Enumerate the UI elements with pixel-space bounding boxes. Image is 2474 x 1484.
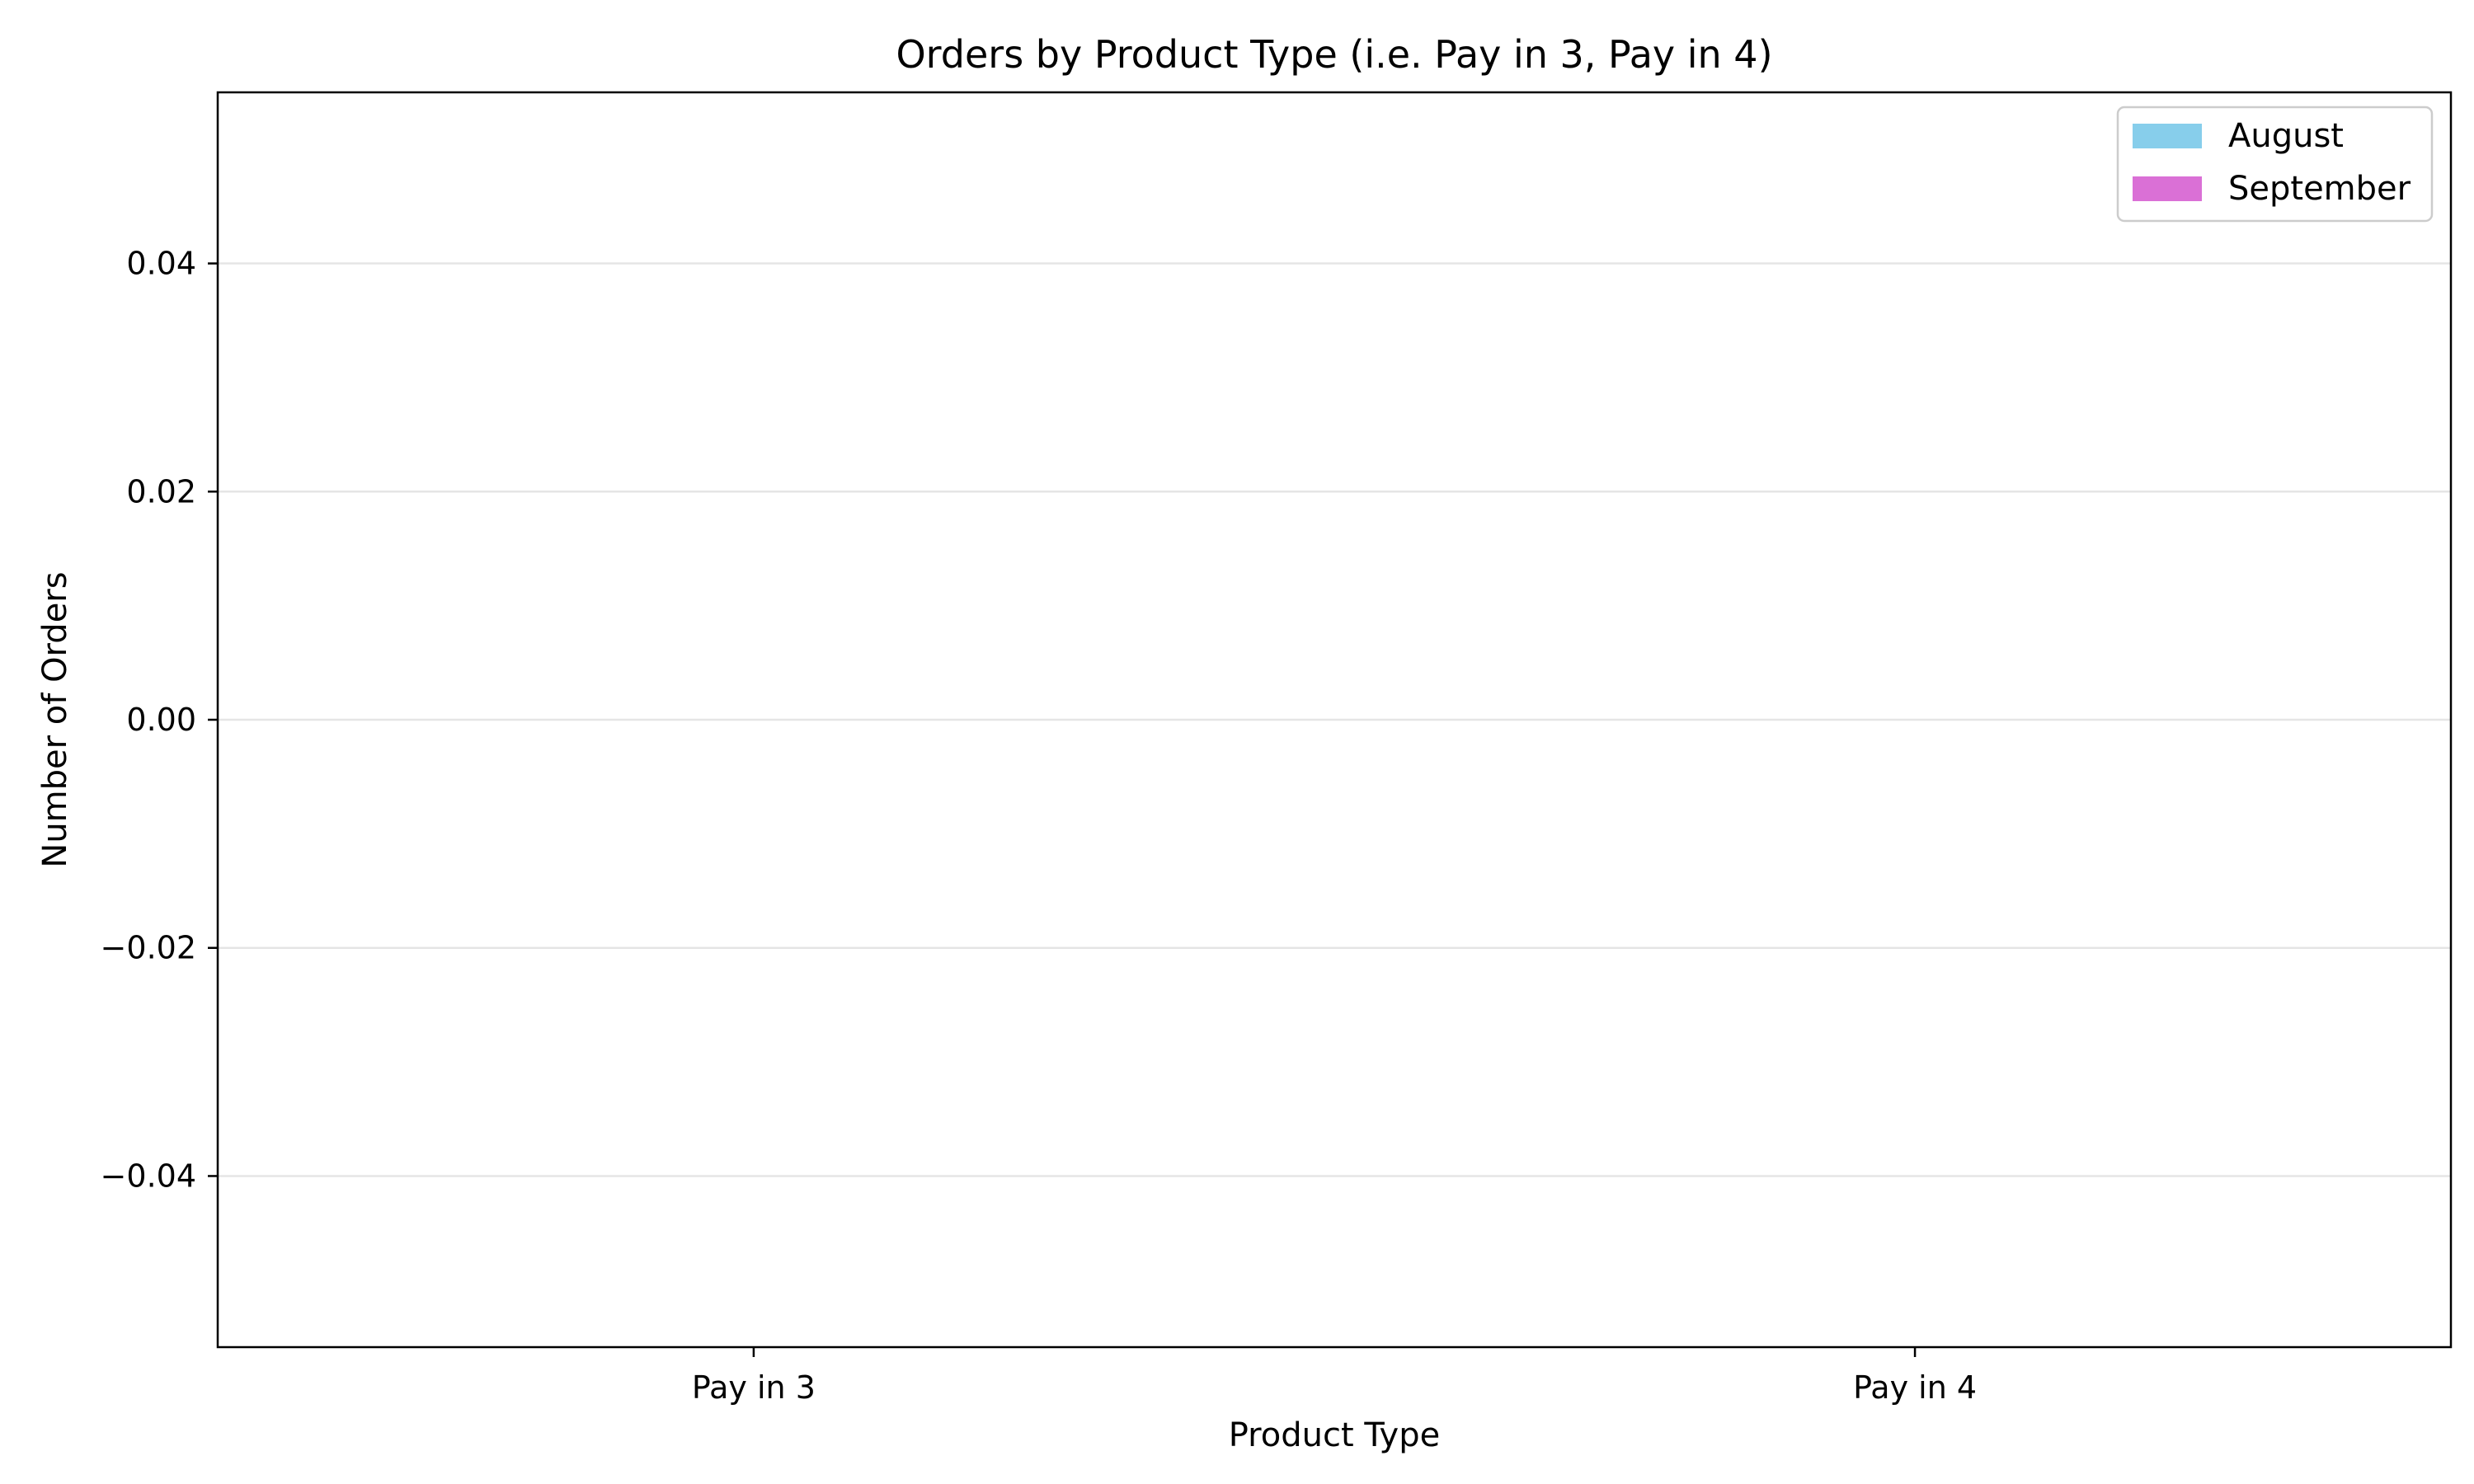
x-axis-label: Product Type <box>1229 1416 1440 1454</box>
y-tick-label: 0.02 <box>126 473 196 510</box>
legend-label-august: August <box>2228 117 2344 155</box>
y-axis-label: Number of Orders <box>36 571 74 867</box>
y-tick-label: 0.00 <box>126 702 196 738</box>
y-tick-label: −0.04 <box>101 1158 196 1194</box>
x-tick-label: Pay in 4 <box>1853 1369 1977 1406</box>
legend-label-september: September <box>2228 170 2411 208</box>
chart-title: Orders by Product Type (i.e. Pay in 3, P… <box>896 32 1772 77</box>
y-tick-label: 0.04 <box>126 246 196 282</box>
x-tick-label: Pay in 3 <box>692 1369 816 1406</box>
legend-swatch-august <box>2133 124 2202 148</box>
legend: August September <box>2118 107 2432 221</box>
legend-swatch-september <box>2133 176 2202 201</box>
y-tick-label: −0.02 <box>101 930 196 966</box>
